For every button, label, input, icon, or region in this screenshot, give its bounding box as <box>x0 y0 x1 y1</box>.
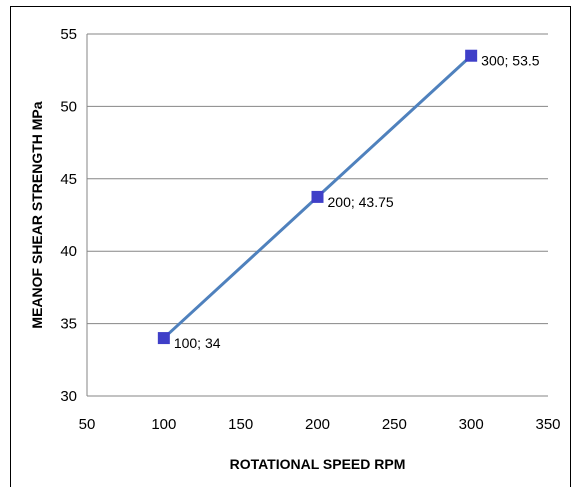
x-tick-label: 350 <box>535 416 560 433</box>
data-label: 200; 43.75 <box>328 194 394 210</box>
y-tick-label: 35 <box>60 316 77 333</box>
x-tick-label: 300 <box>459 416 484 433</box>
x-tick-labels: 50 100 150 200 250 300 350 <box>79 416 561 433</box>
y-tick-label: 55 <box>60 26 77 43</box>
x-tick-label: 200 <box>305 416 330 433</box>
x-tick-label: 50 <box>79 416 96 433</box>
gridlines <box>86 33 548 397</box>
x-tick-label: 150 <box>228 416 253 433</box>
data-label: 100; 34 <box>174 335 221 351</box>
y-tick-label: 50 <box>60 98 77 115</box>
y-tick-label: 40 <box>60 243 77 260</box>
data-point-marker <box>465 49 478 62</box>
series: 100; 34 200; 43.75 300; 53.5 <box>157 49 540 351</box>
x-tick-label: 250 <box>382 416 407 433</box>
y-tick-labels: 30 35 40 45 50 55 <box>60 26 77 405</box>
data-point-marker <box>311 190 324 203</box>
x-axis-title: ROTATIONAL SPEED RPM <box>230 456 406 472</box>
data-label: 300; 53.5 <box>481 53 540 69</box>
y-tick-label: 30 <box>60 388 77 405</box>
data-point-marker <box>157 332 170 345</box>
chart-frame <box>10 6 571 487</box>
x-tick-label: 100 <box>151 416 176 433</box>
y-axis-title: MEANOF SHEAR STRENGTH MPa <box>29 101 45 328</box>
y-tick-label: 45 <box>60 171 77 188</box>
